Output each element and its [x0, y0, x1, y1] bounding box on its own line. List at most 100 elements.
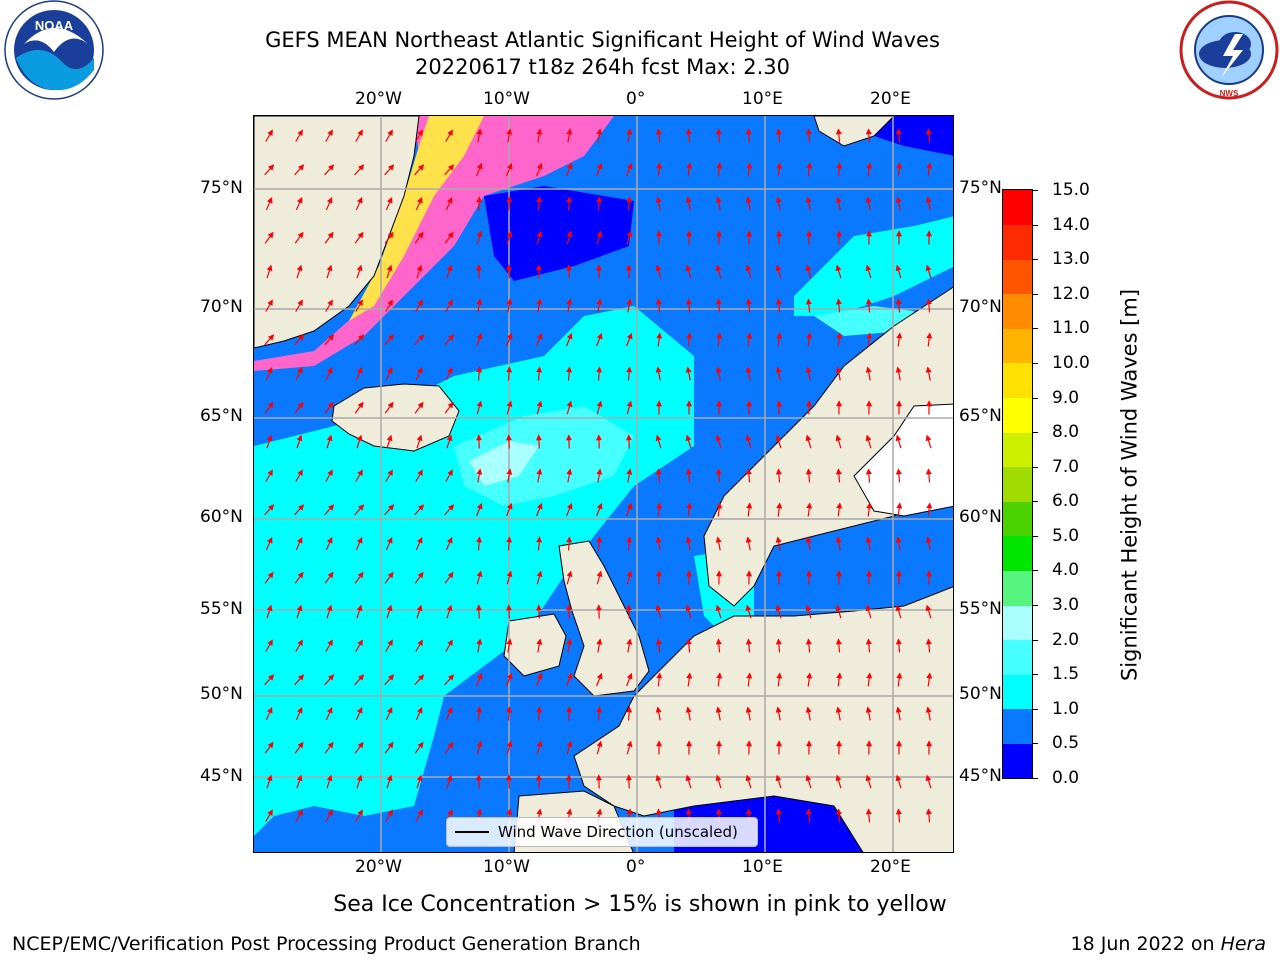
- wind-wave-arrow: [806, 502, 813, 517]
- colorbar-segment: [1003, 501, 1032, 537]
- wind-wave-arrow: [596, 672, 603, 687]
- plot-title: GEFS MEAN Northeast Atlantic Significant…: [265, 28, 940, 52]
- wind-wave-arrow: [566, 536, 573, 551]
- noaa-logo: NOAA: [4, 0, 104, 100]
- wind-wave-arrow: [745, 434, 752, 449]
- wind-wave-arrow: [355, 706, 363, 721]
- wind-wave-arrow: [356, 774, 363, 789]
- wind-wave-arrow: [715, 638, 722, 653]
- wind-wave-arrow: [294, 164, 305, 176]
- wind-wave-arrow: [566, 128, 573, 143]
- wind-wave-arrow: [354, 741, 364, 754]
- wind-wave-arrow: [354, 571, 364, 584]
- wind-wave-arrow: [384, 334, 395, 346]
- wind-wave-arrow: [384, 231, 394, 244]
- wind-wave-arrow: [325, 536, 333, 551]
- colorbar-segment: [1003, 674, 1032, 710]
- wind-wave-arrow: [865, 536, 872, 551]
- wind-wave-arrow: [656, 332, 663, 347]
- wind-wave-arrow: [324, 504, 335, 516]
- wind-wave-arrow: [715, 196, 722, 211]
- wind-wave-arrow: [536, 366, 543, 381]
- wind-wave-arrow: [296, 604, 303, 619]
- colorbar-tick: [1032, 778, 1038, 779]
- wind-wave-arrow: [476, 570, 483, 585]
- wind-wave-arrow: [296, 434, 303, 449]
- wind-wave-arrow: [385, 129, 393, 142]
- wind-wave-arrow: [775, 638, 782, 653]
- wind-wave-arrow: [506, 298, 513, 313]
- wind-wave-arrow: [415, 706, 423, 721]
- wind-wave-arrow: [626, 332, 633, 347]
- wind-wave-arrow: [355, 469, 363, 482]
- wind-wave-arrow: [685, 706, 692, 721]
- colorbar-tick: [1032, 674, 1038, 676]
- wind-wave-arrow: [416, 774, 423, 789]
- wind-wave-arrow: [685, 774, 692, 789]
- wind-wave-arrow: [476, 706, 483, 721]
- lat-label-right: 75°N: [959, 178, 1002, 198]
- wind-wave-arrow: [536, 740, 543, 755]
- wind-wave-arrow: [655, 774, 662, 789]
- colorbar-tick-label: 8.0: [1052, 422, 1080, 443]
- wind-wave-arrow: [385, 196, 393, 211]
- wind-wave-arrow: [385, 639, 393, 652]
- sea-ice-note: Sea Ice Concentration > 15% is shown in …: [333, 892, 947, 917]
- wind-wave-arrow: [536, 298, 543, 313]
- lon-label-bottom: 0°: [626, 857, 646, 877]
- wind-wave-arrow: [295, 129, 303, 142]
- wind-wave-arrow: [295, 536, 303, 551]
- colorbar-tick: [1032, 224, 1038, 226]
- wind-wave-arrow: [836, 162, 843, 177]
- wind-wave-arrow: [355, 809, 363, 822]
- wind-wave-arrow: [746, 332, 753, 347]
- wind-wave-arrow: [685, 196, 692, 211]
- bothnia-white: [853, 403, 953, 517]
- wind-wave-arrow: [506, 638, 513, 653]
- wind-wave-arrow: [775, 366, 782, 381]
- wind-wave-arrow: [506, 162, 513, 177]
- wind-wave-arrow: [716, 162, 723, 177]
- wind-wave-arrow: [566, 502, 573, 517]
- colorbar-tick: [1032, 501, 1038, 503]
- colorbar-segment: [1003, 432, 1032, 468]
- lon-label-top: 20°W: [355, 89, 402, 109]
- wind-wave-arrow: [895, 706, 902, 721]
- wind-wave-arrow: [925, 774, 932, 789]
- wind-wave-arrow: [445, 129, 453, 142]
- noaa-logo-text: NOAA: [35, 18, 74, 33]
- wind-wave-arrow: [566, 162, 573, 177]
- wind-wave-arrow: [324, 741, 334, 754]
- wind-wave-arrow: [685, 264, 692, 279]
- graticule: [254, 116, 953, 852]
- wind-wave-arrow: [265, 639, 273, 652]
- wind-wave-arrow: [596, 468, 603, 483]
- wind-wave-arrow: [415, 469, 423, 482]
- wind-wave-arrow: [506, 570, 513, 585]
- wind-wave-arrow: [506, 536, 513, 551]
- lon-label-top: 10°W: [483, 89, 530, 109]
- lat-label-left: 50°N: [200, 684, 243, 704]
- wind-wave-arrow: [506, 672, 513, 687]
- wind-wave-arrow: [294, 334, 305, 346]
- wind-wave-arrow: [446, 604, 453, 619]
- wind-wave-arrow: [865, 264, 872, 279]
- great-britain-land: [558, 540, 650, 697]
- wind-wave-arrow: [835, 264, 842, 279]
- colorbar-tick-label: 0.0: [1052, 768, 1080, 788]
- wind-wave-arrow: [566, 740, 573, 755]
- colorbar-tick: [1032, 639, 1038, 641]
- wind-wave-arrow: [476, 128, 483, 143]
- wind-wave-arrow: [506, 196, 513, 211]
- wind-wave-arrow: [775, 706, 782, 721]
- wind-wave-arrow: [806, 162, 813, 177]
- wind-wave-arrow: [865, 434, 872, 449]
- wind-wave-arrow: [445, 639, 453, 652]
- wind-wave-arrow: [295, 469, 303, 482]
- wind-wave-arrow: [445, 366, 453, 381]
- wind-wave-arrow: [444, 231, 454, 244]
- wind-wave-arrow: [895, 366, 902, 381]
- wind-wave-arrow: [566, 400, 573, 415]
- wind-wave-arrow: [925, 366, 932, 381]
- wind-wave-arrow: [626, 366, 633, 381]
